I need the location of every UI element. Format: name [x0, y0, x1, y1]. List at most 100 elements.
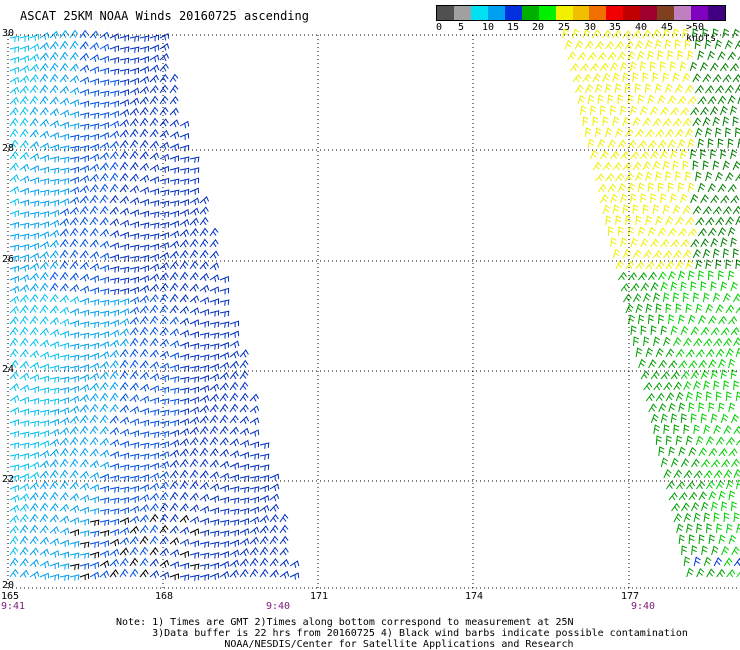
wind-barb	[726, 569, 736, 578]
wind-barb	[725, 216, 734, 226]
wind-barb	[209, 286, 220, 294]
wind-barb	[59, 283, 69, 292]
wind-barb	[119, 119, 130, 128]
wind-barb	[89, 530, 100, 537]
wind-barb	[109, 497, 120, 504]
wind-barb	[269, 473, 280, 481]
wind-barb	[69, 134, 80, 141]
wind-barb	[249, 506, 260, 514]
wind-barb	[659, 61, 666, 72]
wind-barb	[612, 248, 621, 259]
wind-barb	[39, 293, 49, 303]
wind-barb	[219, 571, 230, 579]
wind-barb	[149, 44, 160, 52]
wind-barb	[702, 116, 711, 127]
wind-barb	[129, 57, 140, 64]
wind-barb	[199, 563, 210, 570]
wind-barb	[617, 271, 627, 281]
wind-barb	[39, 142, 50, 151]
wind-barb	[189, 319, 200, 327]
wind-barb	[39, 84, 49, 94]
wind-barb	[681, 502, 690, 512]
wind-barb	[219, 484, 230, 492]
wind-barb	[139, 315, 149, 325]
wind-barb	[49, 526, 60, 535]
wind-barb	[617, 94, 624, 105]
wind-barb	[645, 392, 655, 402]
wind-barb	[149, 222, 160, 229]
legend-label: 20	[532, 22, 545, 33]
wind-barb	[600, 194, 609, 204]
wind-barb	[654, 39, 662, 50]
wind-barb	[129, 515, 140, 524]
wind-barb	[109, 230, 120, 238]
wind-barb	[622, 116, 630, 127]
wind-barb	[609, 105, 616, 116]
pass-time: 9:41	[1, 601, 26, 612]
wind-barb	[69, 176, 80, 184]
wind-barb	[655, 171, 662, 182]
wind-barb	[734, 127, 740, 138]
wind-barb	[159, 315, 169, 325]
wind-barb	[129, 348, 139, 358]
wind-barb	[717, 95, 727, 105]
wind-barb	[49, 30, 60, 39]
wind-barb	[682, 205, 692, 215]
wind-barb	[700, 194, 709, 204]
wind-barb	[667, 50, 674, 61]
wind-barb	[705, 171, 713, 182]
wind-barb	[716, 523, 723, 534]
wind-barb	[139, 524, 149, 534]
wind-barb	[732, 205, 740, 215]
wind-barb	[199, 552, 210, 559]
wind-barb	[39, 231, 50, 239]
wind-barb	[9, 46, 20, 53]
wind-barb	[736, 523, 740, 534]
wind-barb	[19, 65, 30, 73]
wind-barb	[169, 143, 180, 151]
wind-barb	[647, 271, 657, 281]
wind-barb	[49, 189, 60, 196]
wind-barb	[695, 259, 703, 270]
wind-barb	[29, 129, 39, 138]
wind-barb	[654, 83, 662, 94]
wind-barb	[129, 441, 140, 449]
wind-barb	[640, 282, 650, 292]
wind-barb	[109, 339, 120, 348]
wind-barb	[239, 404, 249, 413]
legend-label: 40	[635, 22, 648, 33]
wind-barb	[725, 391, 732, 402]
wind-barb	[668, 492, 678, 501]
wind-barb	[209, 227, 219, 237]
wind-barb	[29, 165, 40, 173]
wind-barb	[179, 514, 190, 523]
wind-barb	[697, 96, 707, 105]
wind-barb	[79, 374, 90, 382]
wind-barb	[685, 349, 695, 358]
wind-barb	[49, 260, 59, 270]
wind-barb	[9, 407, 20, 415]
wind-barb	[732, 248, 739, 259]
wind-barb	[79, 216, 89, 226]
wind-barb	[9, 76, 20, 85]
wind-barb	[630, 282, 640, 292]
wind-barb	[675, 435, 683, 446]
wind-barb	[189, 563, 200, 570]
wind-barb	[642, 204, 649, 215]
wind-barb	[39, 178, 50, 185]
wind-barb	[109, 427, 120, 436]
wind-barb	[29, 502, 39, 512]
wind-barb	[696, 523, 703, 534]
wind-barb	[89, 42, 100, 51]
wind-barb	[189, 249, 199, 259]
lon-label: 177	[621, 591, 640, 602]
wind-barb	[19, 244, 30, 251]
wind-barb	[149, 420, 160, 427]
wind-barb	[657, 182, 664, 193]
wind-barb	[698, 447, 707, 457]
wind-barb	[9, 494, 20, 503]
map-title: ASCAT 25KM NOAA Winds 20160725 ascending	[20, 9, 309, 23]
wind-barb	[119, 266, 130, 273]
wind-barb	[69, 385, 80, 393]
wind-barb	[665, 435, 672, 446]
